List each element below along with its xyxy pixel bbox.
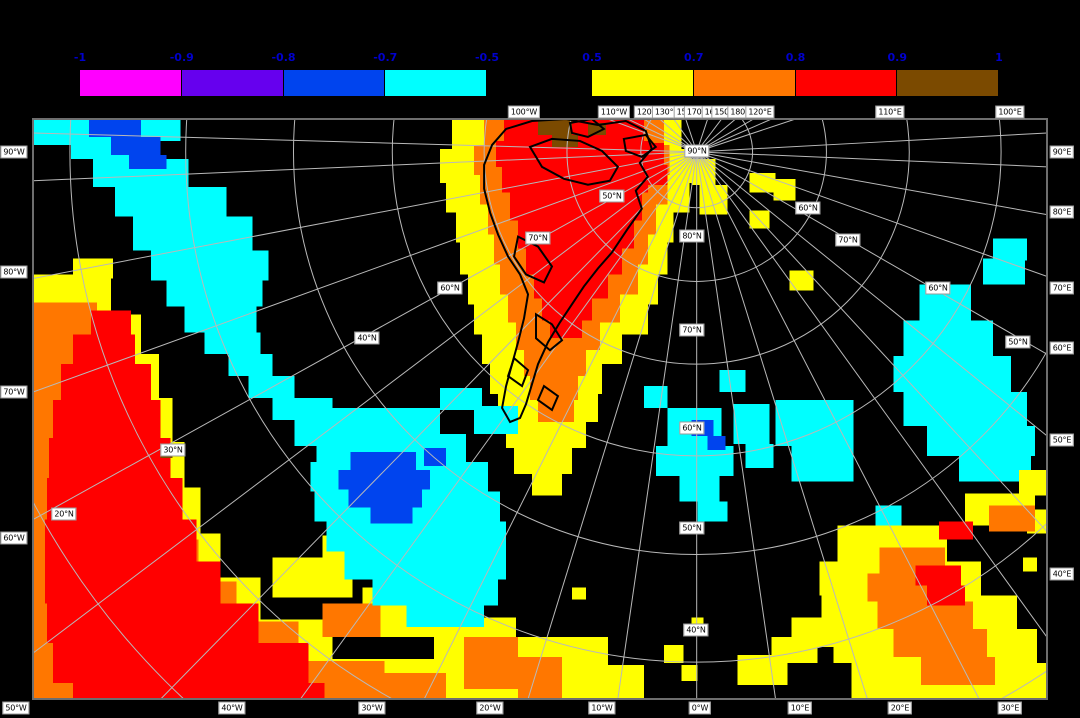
colorbar-segment bbox=[592, 70, 694, 96]
graticule-label: 70°E bbox=[1050, 282, 1074, 295]
graticule-label: 80°E bbox=[1050, 206, 1074, 219]
graticule-label: 30°E bbox=[998, 702, 1022, 715]
graticule-label: 50°N bbox=[1005, 336, 1030, 349]
graticule-label: 40°N bbox=[354, 332, 379, 345]
graticule-label: 40°N bbox=[683, 624, 708, 637]
graticule-label: 10°E bbox=[788, 702, 812, 715]
graticule-label: 120°E bbox=[745, 106, 774, 119]
colorbar-segment bbox=[182, 70, 284, 96]
colorbar-tick-label: -0.9 bbox=[170, 51, 194, 64]
colorbar-negative: -1-0.9-0.8-0.7-0.5 bbox=[80, 70, 487, 96]
graticule-label: 80°N bbox=[679, 230, 704, 243]
colorbar-tick-label: 0.7 bbox=[684, 51, 704, 64]
colorbar-tick-label: -0.7 bbox=[373, 51, 397, 64]
graticule-label: 90°N bbox=[684, 145, 709, 158]
polar-stereographic-map[interactable] bbox=[32, 118, 1048, 700]
colorbar-tick-label: 1 bbox=[995, 51, 1003, 64]
graticule-label: 90°W bbox=[0, 146, 27, 159]
graticule-label: 50°W bbox=[2, 702, 29, 715]
graticule-label: 100°E bbox=[995, 106, 1024, 119]
graticule-label: 60°N bbox=[437, 282, 462, 295]
graticule-label: 70°N bbox=[679, 324, 704, 337]
colorbar-segment bbox=[694, 70, 796, 96]
graticule-label: 30°N bbox=[160, 444, 185, 457]
colorbar-segment bbox=[80, 70, 182, 96]
graticule-label: 60°E bbox=[1050, 342, 1074, 355]
colorbar-positive: 0.50.70.80.91 bbox=[592, 70, 999, 96]
colorbar-segment bbox=[897, 70, 999, 96]
graticule-label: 60°W bbox=[0, 532, 27, 545]
graticule-label: 40°E bbox=[1050, 568, 1074, 581]
graticule-label: 10°W bbox=[588, 702, 615, 715]
graticule-label: 50°N bbox=[679, 522, 704, 535]
figure-canvas: -1-0.9-0.8-0.7-0.5 0.50.70.80.91 bbox=[0, 0, 1080, 718]
colorbar-tick-label: 0.8 bbox=[786, 51, 806, 64]
graticule-label: 0°W bbox=[689, 702, 711, 715]
graticule-label: 70°N bbox=[525, 232, 550, 245]
graticule-label: 60°N bbox=[925, 282, 950, 295]
graticule-label: 100°W bbox=[508, 106, 540, 119]
graticule-label: 40°W bbox=[218, 702, 245, 715]
colorbar-tick-label: -0.5 bbox=[475, 51, 499, 64]
graticule-label: 30°W bbox=[358, 702, 385, 715]
map-svg bbox=[33, 119, 1047, 699]
graticule-label: 20°N bbox=[51, 508, 76, 521]
colorbar-tick-label: -1 bbox=[74, 51, 86, 64]
colorbar-segment bbox=[385, 70, 487, 96]
graticule-label: 110°E bbox=[875, 106, 904, 119]
graticule-label: 110°W bbox=[598, 106, 630, 119]
graticule-label: 80°W bbox=[0, 266, 27, 279]
graticule-label: 70°N bbox=[835, 234, 860, 247]
colorbar-segment bbox=[796, 70, 898, 96]
graticule-label: 90°E bbox=[1050, 146, 1074, 159]
colorbar-tick-label: -0.8 bbox=[271, 51, 295, 64]
graticule-label: 60°N bbox=[679, 422, 704, 435]
graticule-label: 60°N bbox=[795, 202, 820, 215]
graticule-label: 50°N bbox=[599, 190, 624, 203]
colorbar-tick-label: 0.9 bbox=[888, 51, 908, 64]
graticule-label: 20°W bbox=[476, 702, 503, 715]
colorbar-segment bbox=[284, 70, 386, 96]
graticule-label: 50°E bbox=[1050, 434, 1074, 447]
graticule-label: 20°E bbox=[888, 702, 912, 715]
colorbar-tick-label: 0.5 bbox=[582, 51, 602, 64]
graticule-label: 70°W bbox=[0, 386, 27, 399]
